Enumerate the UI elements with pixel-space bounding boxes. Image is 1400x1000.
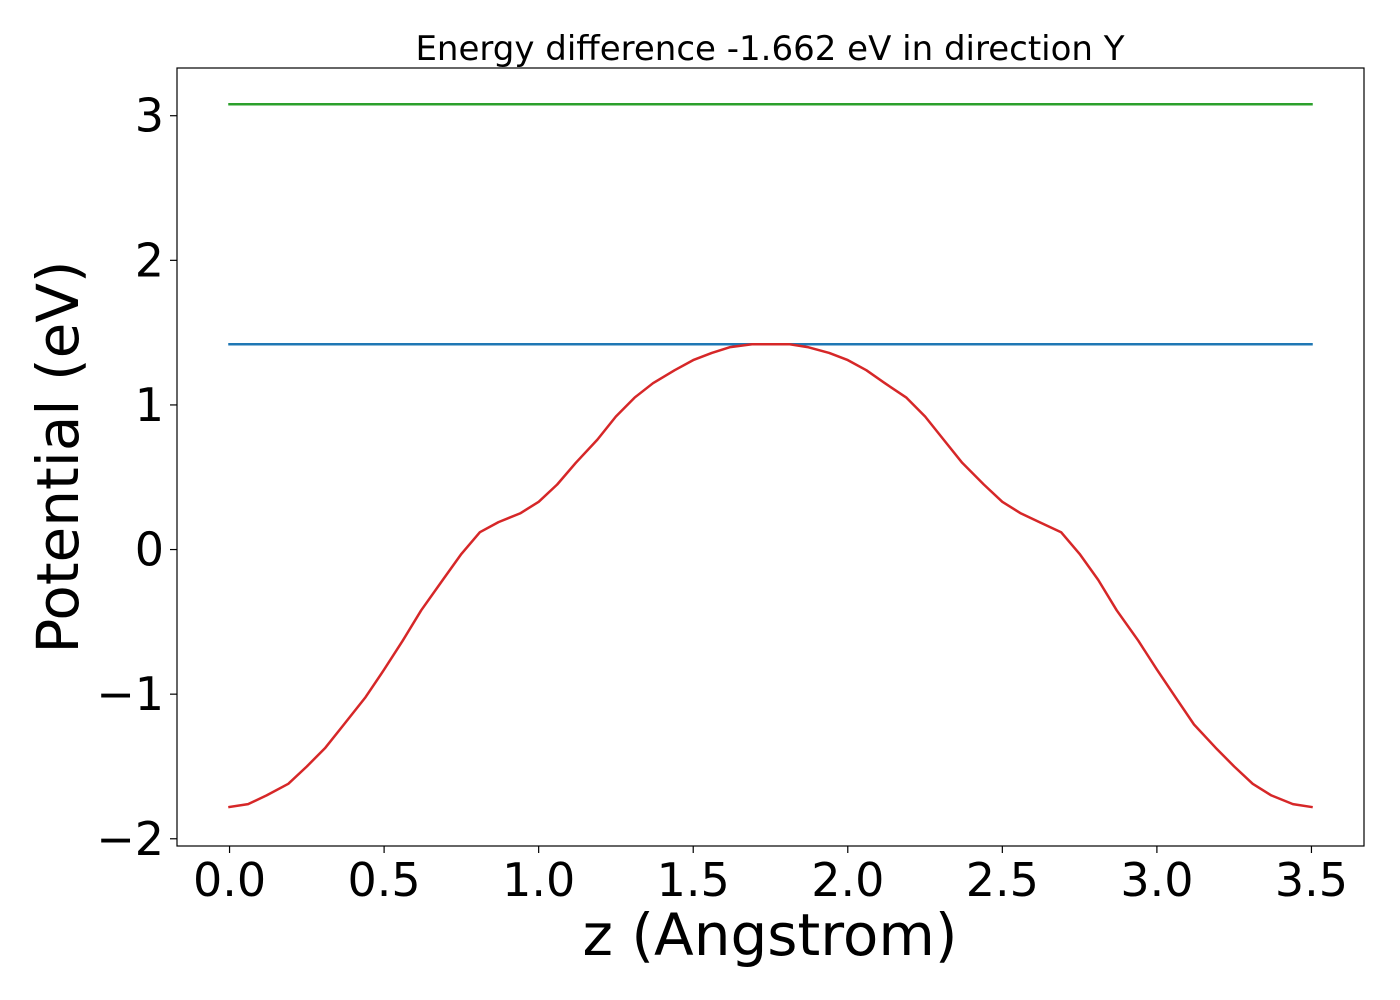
y-tick-label: 3	[135, 89, 164, 143]
x-tick-label: 2.0	[811, 853, 884, 907]
y-axis-label: Potential (eV)	[24, 260, 92, 653]
y-axis: −2 −1 0 1 2 3	[96, 89, 177, 866]
x-axis-label: z (Angstrom)	[583, 901, 958, 969]
x-tick-label: 1.5	[657, 853, 730, 907]
series-layer	[228, 102, 1313, 809]
x-tick-label: 3.0	[1120, 853, 1193, 907]
plot-frame	[176, 67, 1365, 847]
y-tick-label: 2	[135, 233, 164, 287]
x-tick-label: 1.0	[502, 853, 575, 907]
x-tick-label: 2.5	[966, 853, 1039, 907]
x-tick-label: 0.5	[348, 853, 421, 907]
chart-title: Energy difference -1.662 eV in direction…	[415, 29, 1124, 69]
y-tick-label: 1	[135, 378, 164, 432]
x-tick-label: 3.5	[1275, 853, 1348, 907]
x-tick-label: 0.0	[193, 853, 266, 907]
x-axis: 0.0 0.5 1.0 1.5 2.0 2.5 3.0 3.5	[193, 846, 1348, 907]
y-tick-label: −1	[96, 667, 164, 721]
y-tick-label: 0	[135, 523, 164, 577]
y-tick-label: −2	[96, 812, 164, 866]
series-line-2	[228, 342, 1313, 809]
